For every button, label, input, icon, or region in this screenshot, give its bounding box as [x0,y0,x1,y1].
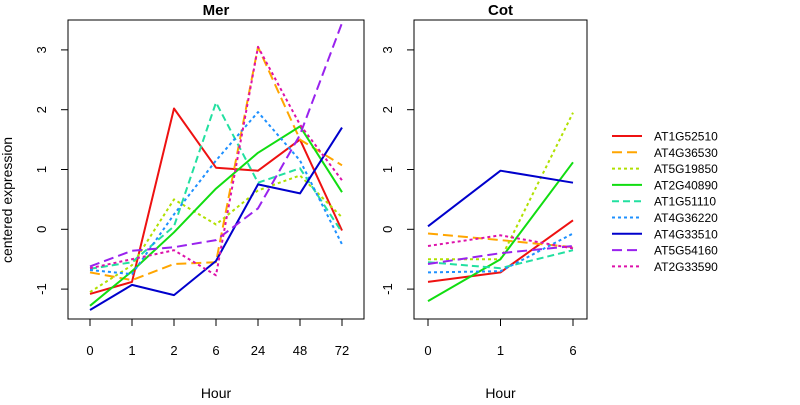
panel-mer-x-tick-label: 2 [170,343,177,358]
panel-mer-x-tick-label: 1 [128,343,135,358]
legend-label-at5g54160: AT5G54160 [654,244,718,258]
panel-mer-x-tick-label: 6 [212,343,219,358]
panel-cot-x-tick-label: 6 [569,343,576,358]
panel-mer-series-at4g36530 [89,45,343,282]
panel-cot-y-tick-label: 1 [380,166,395,173]
panel-mer-series-at4g36220 [89,111,343,276]
panel-mer-series-at5g54160 [89,22,343,268]
panel-cot-series-at5g54160 [427,245,574,265]
panel-cot-frame [413,19,588,320]
panel-cot-series-at1g52510 [427,219,574,283]
panel-cot-x-axis-label: Hour [485,385,516,400]
panel-mer-series-at2g33590 [89,45,343,277]
panel-mer-series-at5g19850 [89,174,343,293]
panel-cot-series-at5g19850 [428,112,574,261]
panel-cot-y-tick-label: 2 [380,106,395,113]
panel-mer-y-tick-label: 2 [34,106,49,113]
panel-cot-series-at2g40890 [427,161,574,302]
panel-mer-x-axis-label: Hour [201,385,232,400]
panel-mer-x-tick-label: 0 [86,343,93,358]
panel-cot-y-tick-label: 3 [380,46,395,53]
panel-cot-series-at4g33510 [427,169,574,228]
panel-mer-series-at2g40890 [89,125,343,307]
panel-cot-y-tick-label: -1 [380,283,395,295]
panel-mer-y-tick-label: -1 [34,283,49,295]
panel-mer-series-at1g51110 [89,101,343,270]
panel-mer-x-tick-label: 48 [293,343,307,358]
y-axis-label: centered expression [0,137,15,263]
legend-label-at1g51110: AT1G51110 [654,195,716,209]
panel-cot-series-at1g51110 [427,249,574,270]
panel-cot-x-tick-label: 0 [424,343,431,358]
panel-mer-y-tick-label: 3 [34,46,49,53]
panel-mer-x-tick-label: 72 [335,343,349,358]
panel-cot-x-tick-label: 1 [497,343,504,358]
legend-label-at4g36530: AT4G36530 [654,146,718,160]
panel-cot-series-at4g36220 [427,232,574,274]
panel-cot-title: Cot [488,2,513,19]
panel-mer-series-at4g33510 [89,127,343,311]
panel-mer-title: Mer [203,2,230,19]
legend-label-at1g52510: AT1G52510 [654,130,718,144]
panel-mer-y-tick-label: 1 [34,166,49,173]
panel-cot-series-at2g33590 [427,234,574,250]
panel-cot-y-tick-label: 0 [380,226,395,233]
panel-mer-y-tick-label: 0 [34,226,49,233]
legend-label-at5g19850: AT5G19850 [654,162,718,176]
legend-label-at4g33510: AT4G33510 [654,227,718,241]
panel-mer-x-tick-label: 24 [251,343,265,358]
legend-label-at2g40890: AT2G40890 [654,178,718,192]
panel-mer-series-at1g52510 [89,107,343,295]
legend-label-at2g33590: AT2G33590 [654,260,718,274]
legend-label-at4g36220: AT4G36220 [654,211,718,225]
